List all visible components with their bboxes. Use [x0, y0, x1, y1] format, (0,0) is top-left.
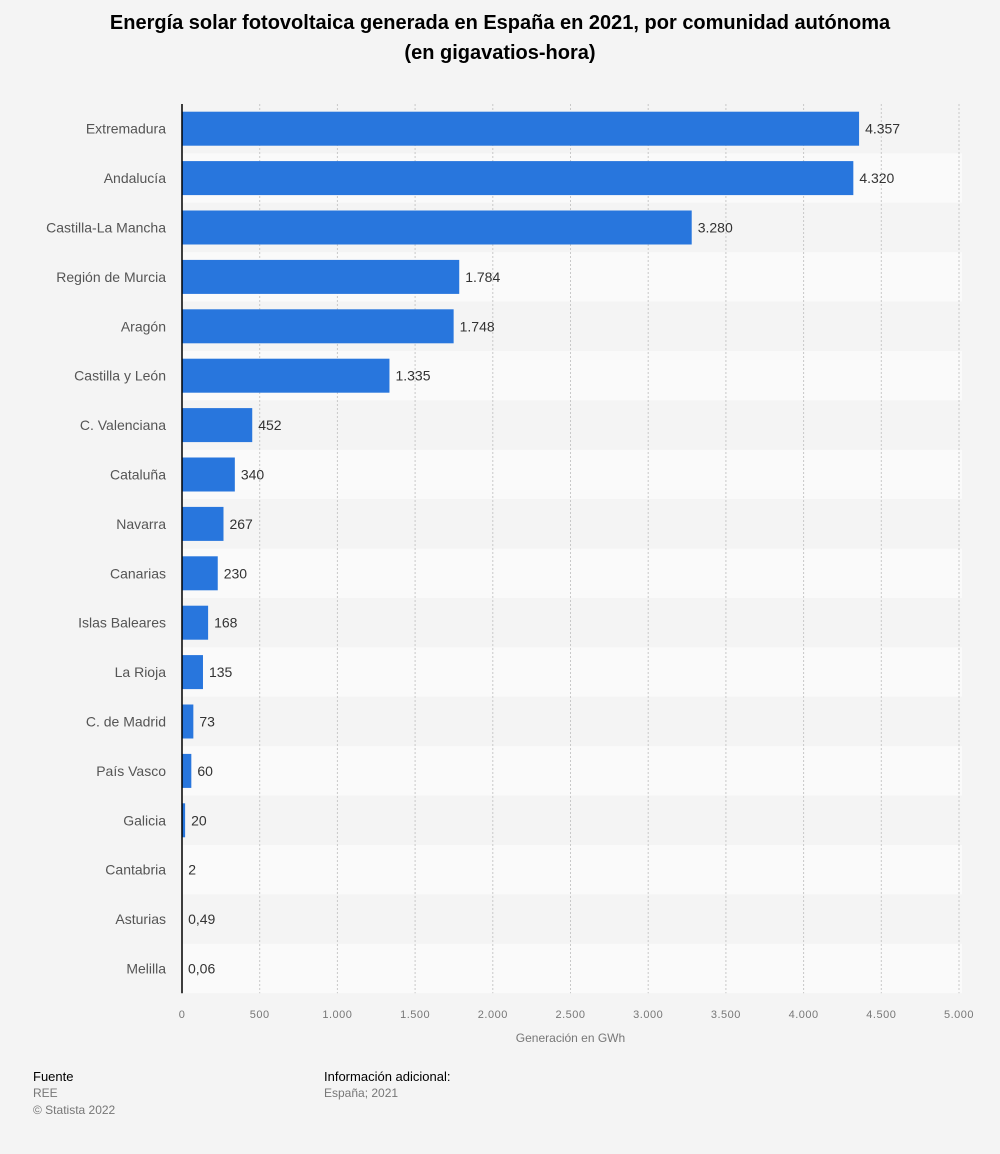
row-band: [182, 696, 962, 747]
data-label: 4.357: [865, 121, 900, 137]
data-label: 2: [188, 862, 196, 878]
row-band: [182, 894, 962, 944]
row-band: [182, 548, 962, 598]
data-label: 1.748: [460, 318, 495, 334]
x-tick-label: 4.000: [789, 1009, 819, 1021]
source-text: REE: [33, 1086, 58, 1100]
data-label: 0,06: [188, 961, 215, 977]
row-band: [182, 499, 962, 549]
y-category-label: Región de Murcia: [56, 269, 166, 285]
bar-chart: 0 500 1.000 1.500 2.000 2.500 3.000 3.500 4.000 4…: [46, 104, 974, 1045]
data-label: 73: [199, 714, 215, 730]
y-category-label: Cantabria: [105, 862, 166, 878]
info-text: España; 2021: [324, 1086, 399, 1100]
bar: [182, 753, 192, 788]
x-axis-title: Generación en GWh: [516, 1031, 625, 1045]
y-category-label: Andalucía: [104, 170, 166, 186]
bar: [182, 358, 390, 393]
x-tick-label: 3.500: [711, 1009, 741, 1021]
data-label: 452: [258, 417, 282, 433]
x-tick-label: 1.000: [322, 1009, 352, 1021]
y-category-label: C. de Madrid: [86, 714, 166, 730]
data-label: 0,49: [188, 911, 215, 927]
row-band: [182, 598, 962, 648]
bar: [182, 556, 218, 591]
data-label: 1.784: [465, 269, 500, 285]
row-band: [182, 449, 962, 500]
data-label: 20: [191, 812, 207, 828]
bar: [182, 655, 203, 690]
bar: [182, 506, 224, 541]
y-category-label: País Vasco: [96, 763, 166, 779]
bar: [182, 704, 194, 739]
y-category-label: Canarias: [110, 565, 166, 581]
y-category-label: Aragón: [121, 318, 166, 334]
data-label: 3.280: [698, 220, 733, 236]
bar: [182, 259, 460, 294]
x-tick-label: 0: [179, 1009, 186, 1021]
row-band: [182, 647, 962, 697]
x-tick-label: 2.500: [555, 1009, 585, 1021]
y-category-label: Extremadura: [86, 121, 166, 137]
data-label: 267: [229, 516, 253, 532]
data-label: 340: [241, 467, 265, 483]
bar: [182, 457, 235, 492]
x-tick-label: 5.000: [944, 1009, 974, 1021]
bar: [182, 408, 253, 443]
data-label: 4.320: [859, 170, 894, 186]
x-tick-label: 2.000: [478, 1009, 508, 1021]
title-line-1: Energía solar fotovoltaica generada en E…: [109, 12, 891, 34]
copyright: © Statista 2022: [33, 1103, 116, 1117]
bar: [182, 803, 186, 838]
data-label: 230: [224, 565, 248, 581]
y-category-label: Navarra: [116, 516, 166, 532]
y-category-label: Castilla y León: [74, 368, 166, 384]
y-category-label: La Rioja: [115, 664, 167, 680]
source-block: Fuente REE © Statista 2022: [33, 1068, 115, 1119]
y-category-label: Castilla-La Mancha: [46, 220, 166, 236]
data-label: 1.335: [395, 368, 430, 384]
bar: [182, 161, 854, 196]
data-label: 135: [209, 664, 233, 680]
bar: [182, 210, 692, 245]
row-band: [182, 400, 962, 450]
bar: [182, 111, 860, 146]
chart-title: Energía solar fotovoltaica generada en E…: [0, 8, 1000, 68]
y-category-label: Melilla: [126, 961, 166, 977]
row-band: [182, 845, 962, 895]
y-category-label: Cataluña: [110, 467, 166, 483]
info-block: Información adicional: España; 2021: [324, 1068, 450, 1102]
info-heading: Información adicional:: [324, 1069, 451, 1084]
y-category-label: C. Valenciana: [80, 417, 166, 433]
x-tick-label: 3.000: [633, 1009, 663, 1021]
y-category-label: Asturias: [115, 911, 166, 927]
x-tick-label: 1.500: [400, 1009, 430, 1021]
row-band: [182, 795, 962, 845]
bar: [182, 309, 454, 344]
row-band: [182, 746, 962, 796]
title-line-2: (en gigavatios-hora): [404, 42, 596, 64]
y-category-label: Galicia: [123, 812, 166, 828]
row-band: [182, 943, 962, 994]
y-category-label: Islas Baleares: [78, 615, 166, 631]
data-label: 60: [197, 763, 213, 779]
x-tick-label: 500: [250, 1009, 270, 1021]
data-label: 168: [214, 615, 238, 631]
source-heading: Fuente: [33, 1069, 74, 1084]
x-tick-label: 4.500: [866, 1009, 896, 1021]
bar: [182, 605, 209, 640]
